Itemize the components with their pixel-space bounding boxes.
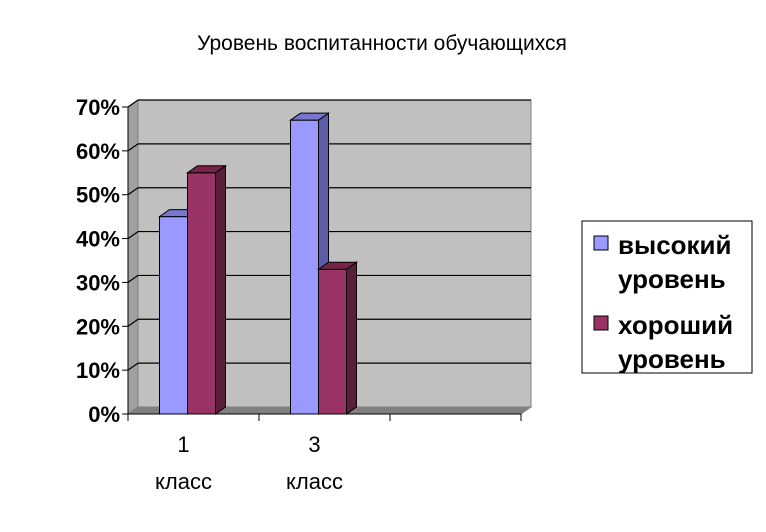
gridline-side xyxy=(127,231,139,240)
legend-swatch xyxy=(593,315,609,331)
bar xyxy=(316,261,359,415)
bar-front xyxy=(290,119,319,415)
x-tick-label: класс xyxy=(155,469,212,494)
x-axis: 1 класс 3 класс xyxy=(127,413,522,494)
y-tick-label: 30% xyxy=(76,270,120,295)
y-tick-label: 40% xyxy=(76,227,120,252)
bar-side xyxy=(346,261,357,415)
bar xyxy=(185,164,228,415)
y-tick-label: 70% xyxy=(76,95,120,120)
bar-front xyxy=(159,216,188,415)
bar-front xyxy=(318,268,347,415)
y-tick-label: 0% xyxy=(88,402,120,427)
gridline-side xyxy=(127,99,139,108)
bar-top xyxy=(185,165,228,174)
y-axis: 0% 10% 20% 30% 40% 50% 60% 70% xyxy=(76,95,129,427)
gridline-side xyxy=(127,362,139,371)
x-tick-label: 1 xyxy=(177,432,189,457)
legend-label: высокий xyxy=(618,230,732,260)
bar-front xyxy=(187,172,216,415)
gridline-side xyxy=(127,143,139,152)
bar-top xyxy=(316,261,359,270)
bar-side xyxy=(215,164,226,415)
bar-top xyxy=(288,112,331,121)
legend-label: уровень xyxy=(618,264,726,294)
gridline-side xyxy=(127,274,139,283)
gridline-side xyxy=(127,187,139,196)
x-tick-label: 3 xyxy=(308,432,320,457)
y-tick-label: 10% xyxy=(76,358,120,383)
y-tick-label: 60% xyxy=(76,139,120,164)
bars xyxy=(157,112,359,415)
legend-label: уровень xyxy=(618,344,726,374)
x-tick-label: класс xyxy=(286,469,343,494)
chart-title: Уровень воспитанности обучающихся xyxy=(197,32,567,55)
legend: высокий уровень хороший уровень xyxy=(581,220,753,374)
y-tick-label: 20% xyxy=(76,314,120,339)
legend-label: хороший xyxy=(618,310,733,340)
gridline-side xyxy=(127,318,139,327)
y-tick-label: 50% xyxy=(76,183,120,208)
legend-box xyxy=(581,220,753,374)
legend-swatch xyxy=(593,235,609,251)
